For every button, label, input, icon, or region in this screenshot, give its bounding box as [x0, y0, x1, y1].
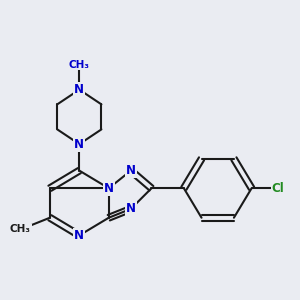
Text: N: N [126, 202, 136, 215]
Text: N: N [74, 83, 84, 96]
Text: Cl: Cl [272, 182, 284, 195]
Text: N: N [104, 182, 114, 195]
Text: CH₃: CH₃ [10, 224, 31, 235]
Text: N: N [74, 229, 84, 242]
Text: CH₃: CH₃ [69, 60, 90, 70]
Text: N: N [126, 164, 136, 177]
Text: N: N [74, 138, 84, 151]
